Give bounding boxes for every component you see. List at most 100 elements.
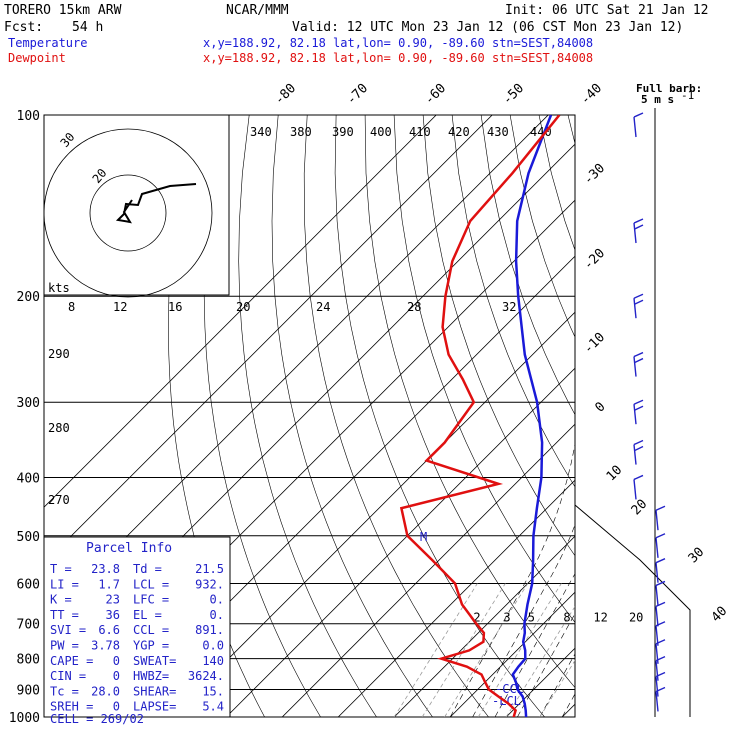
wind-barb-flag xyxy=(633,293,644,299)
parcel-label: CCL = xyxy=(133,623,169,637)
wind-barb xyxy=(655,580,666,606)
isotherm-10 xyxy=(449,591,575,717)
wind-barb-flag xyxy=(633,218,644,224)
forecast-label: Fcst: xyxy=(4,20,43,35)
theta-e-label: 380 xyxy=(290,125,312,139)
dry-adiabat-350 xyxy=(480,115,575,416)
dry-adiabat-390 xyxy=(597,115,740,730)
dry-adiabat-260 xyxy=(203,115,321,717)
wind-legend-value: 5 m s xyxy=(641,93,674,106)
pressure-label-700: 700 xyxy=(17,618,40,633)
wind-barb-staff xyxy=(633,479,637,500)
wind-barb-staff xyxy=(633,222,637,244)
wind-barb xyxy=(655,601,666,627)
temperature-axis-label: -50 xyxy=(500,81,527,108)
theta-e-label: 390 xyxy=(332,125,354,139)
parcel-value: 0. xyxy=(210,608,224,622)
wind-barb-staff xyxy=(655,585,659,606)
hodograph-ring-label: 28 xyxy=(407,300,421,314)
wind-barb-staff xyxy=(655,537,659,558)
profile-dewpoint xyxy=(399,115,561,717)
wind-barb-flag xyxy=(634,445,644,452)
wind-barb-flag xyxy=(655,558,666,564)
isotherm-20 xyxy=(505,647,575,717)
dry-adiabat-320 xyxy=(393,115,575,623)
dry-adiabat-300 xyxy=(334,115,545,717)
wind-barb-staff xyxy=(655,676,659,697)
parcel-label: CAPE = xyxy=(50,654,93,668)
moist-adiabat-26 xyxy=(539,653,575,717)
parcel-value: 0 xyxy=(113,654,120,668)
wind-barb-flag xyxy=(655,505,666,511)
parcel-label: YGP = xyxy=(133,639,169,653)
parcel-label: LFC = xyxy=(133,593,169,607)
wind-barb xyxy=(633,439,644,465)
wind-legend-title: Full barb: xyxy=(636,82,702,95)
wind-barb-flag xyxy=(634,224,644,230)
melting-level-label: M xyxy=(420,530,427,544)
mixing-ratio-label: 12 xyxy=(593,611,607,625)
init-time: Init: 06 UTC Sat 21 Jan 12 xyxy=(505,3,709,18)
mixing-ratio-label: 3 xyxy=(503,611,510,625)
profile-temperature xyxy=(511,115,553,717)
wind-barb-flag xyxy=(633,112,644,118)
temperature-axis-label: 40 xyxy=(709,604,731,626)
wind-barb-staff xyxy=(633,356,637,377)
dry-adiabat-310 xyxy=(364,115,575,689)
theta-e-label: 340 xyxy=(250,125,272,139)
valid-time: Valid: 12 UTC Mon 23 Jan 12 (06 CST Mon … xyxy=(292,20,683,35)
isotherm--30 xyxy=(225,367,575,717)
isotherm--100 xyxy=(44,115,437,508)
parcel-label: Tc = xyxy=(50,684,79,698)
mixing-ratio-line-2 xyxy=(393,583,478,717)
wind-barb-staff xyxy=(633,298,637,319)
wind-barb-flag xyxy=(633,439,644,446)
temperature-axis-label: -70 xyxy=(344,81,371,108)
mixing-ratio-label: 8 xyxy=(563,611,570,625)
sounding-profiles xyxy=(399,115,561,717)
temperature-axis-label: 0 xyxy=(592,399,608,415)
theta-label: 290 xyxy=(48,347,70,361)
wind-barb-staff xyxy=(655,625,659,646)
mixing-ratio-label: 5 xyxy=(528,611,535,625)
model-name: TORERO 15km ARW xyxy=(4,3,122,18)
parcel-value: 3624. xyxy=(188,669,224,683)
dry-adiabat-370 xyxy=(538,115,575,251)
parcel-label: LCL = xyxy=(133,577,169,591)
parcel-label: Td = xyxy=(133,562,162,576)
parcel-label: K = xyxy=(50,593,72,607)
dry-adiabat-410 xyxy=(655,115,740,730)
dry-adiabat-400 xyxy=(626,115,740,730)
hodograph-ring-label: 8 xyxy=(68,300,75,314)
dry-adiabat-340 xyxy=(451,115,575,488)
hodograph-ring-label: 12 xyxy=(113,300,127,314)
parcel-value: 140 xyxy=(202,654,224,668)
mixing-ratio-line-12 xyxy=(505,605,575,717)
wind-barb-flag xyxy=(633,351,644,358)
isotherm--40 xyxy=(169,311,575,717)
pressure-label-800: 800 xyxy=(17,653,40,668)
parcel-label: HWBZ= xyxy=(133,669,169,683)
forecast-hour: 54 h xyxy=(72,20,103,35)
wind-barb-staff xyxy=(633,444,637,465)
theta-label: 280 xyxy=(48,421,70,435)
wind-barb-flag xyxy=(655,533,666,539)
dewpoint-location: x,y=188.92, 82.18 lat,lon= 0.90, -89.60 … xyxy=(203,51,593,65)
pressure-label-100: 100 xyxy=(17,109,40,124)
dewpoint-legend-label: Dewpoint xyxy=(8,51,66,65)
isotherm-30 xyxy=(561,703,575,717)
temperature-legend-label: Temperature xyxy=(8,36,87,50)
wind-barb-staff xyxy=(655,510,659,531)
dry-adiabat-360 xyxy=(509,115,575,338)
pressure-label-300: 300 xyxy=(17,396,40,411)
parcel-label: LI = xyxy=(50,577,79,591)
hodograph-ring-label: 32 xyxy=(502,300,516,314)
pressure-label-400: 400 xyxy=(17,471,40,486)
pressure-label-200: 200 xyxy=(17,290,40,305)
parcel-label: CIN = xyxy=(50,669,86,683)
isotherm-0 xyxy=(393,535,575,717)
temperature-axis-label: 30 xyxy=(686,545,708,567)
temperature-axis-label: -80 xyxy=(272,81,299,108)
moist-adiabat-14 xyxy=(472,523,575,717)
